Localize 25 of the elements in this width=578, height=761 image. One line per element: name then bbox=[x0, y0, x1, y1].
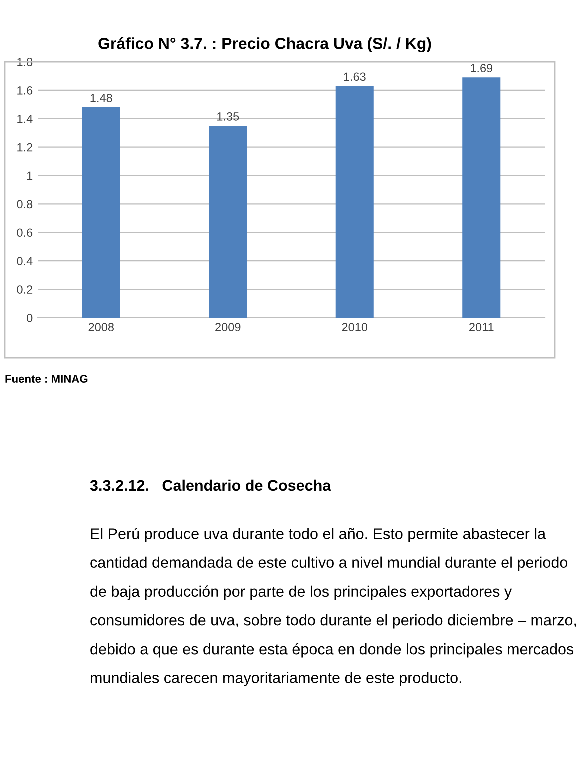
bar bbox=[336, 86, 374, 318]
y-tick-label: 1 bbox=[27, 172, 33, 180]
y-tick-label: 0.4 bbox=[17, 257, 33, 266]
bar bbox=[209, 126, 248, 318]
text: 3.3.2.12. Calendario de Cosecha bbox=[90, 480, 332, 492]
y-tick-label: 0.2 bbox=[17, 286, 33, 294]
bar bbox=[462, 78, 501, 318]
y-tick-label: 1.2 bbox=[18, 143, 33, 152]
text: El Perú produce uva durante todo el año. Esto permite abastecer la cantidad demandada de este cultivo a nivel mundial durante el periodo de baja producción por parte de los principales exportadores y consumidores de uva, sobre todo durante el periodo diciembre – marzo, debido a que es durante esta época en donde los principales mercados mundiales carecen mayoritariamente de este producto. bbox=[90, 528, 576, 686]
chart-title: Gráfico N° 3.7. : Precio Chacra Uva (S/. / Kg) bbox=[98, 37, 432, 53]
bar bbox=[82, 108, 120, 318]
source-note: Fuente : MINAG bbox=[6, 375, 88, 383]
y-tick-label: 0.8 bbox=[17, 200, 33, 209]
data-label: 1.69 bbox=[471, 64, 493, 73]
y-tick-label: 0.6 bbox=[17, 228, 33, 238]
data-label: 1.63 bbox=[344, 72, 366, 82]
y-tick-label: 1.4 bbox=[18, 115, 33, 124]
y-tick-label: 1.6 bbox=[18, 86, 33, 95]
x-tick-label: 2009 bbox=[216, 323, 241, 332]
data-label: 1.35 bbox=[218, 112, 240, 121]
x-tick-label: 2010 bbox=[342, 323, 368, 332]
x-tick-label: 2008 bbox=[88, 323, 114, 332]
x-tick-label: 2011 bbox=[470, 323, 494, 332]
data-label: 1.48 bbox=[90, 94, 112, 102]
y-tick-label: 0 bbox=[27, 314, 33, 322]
